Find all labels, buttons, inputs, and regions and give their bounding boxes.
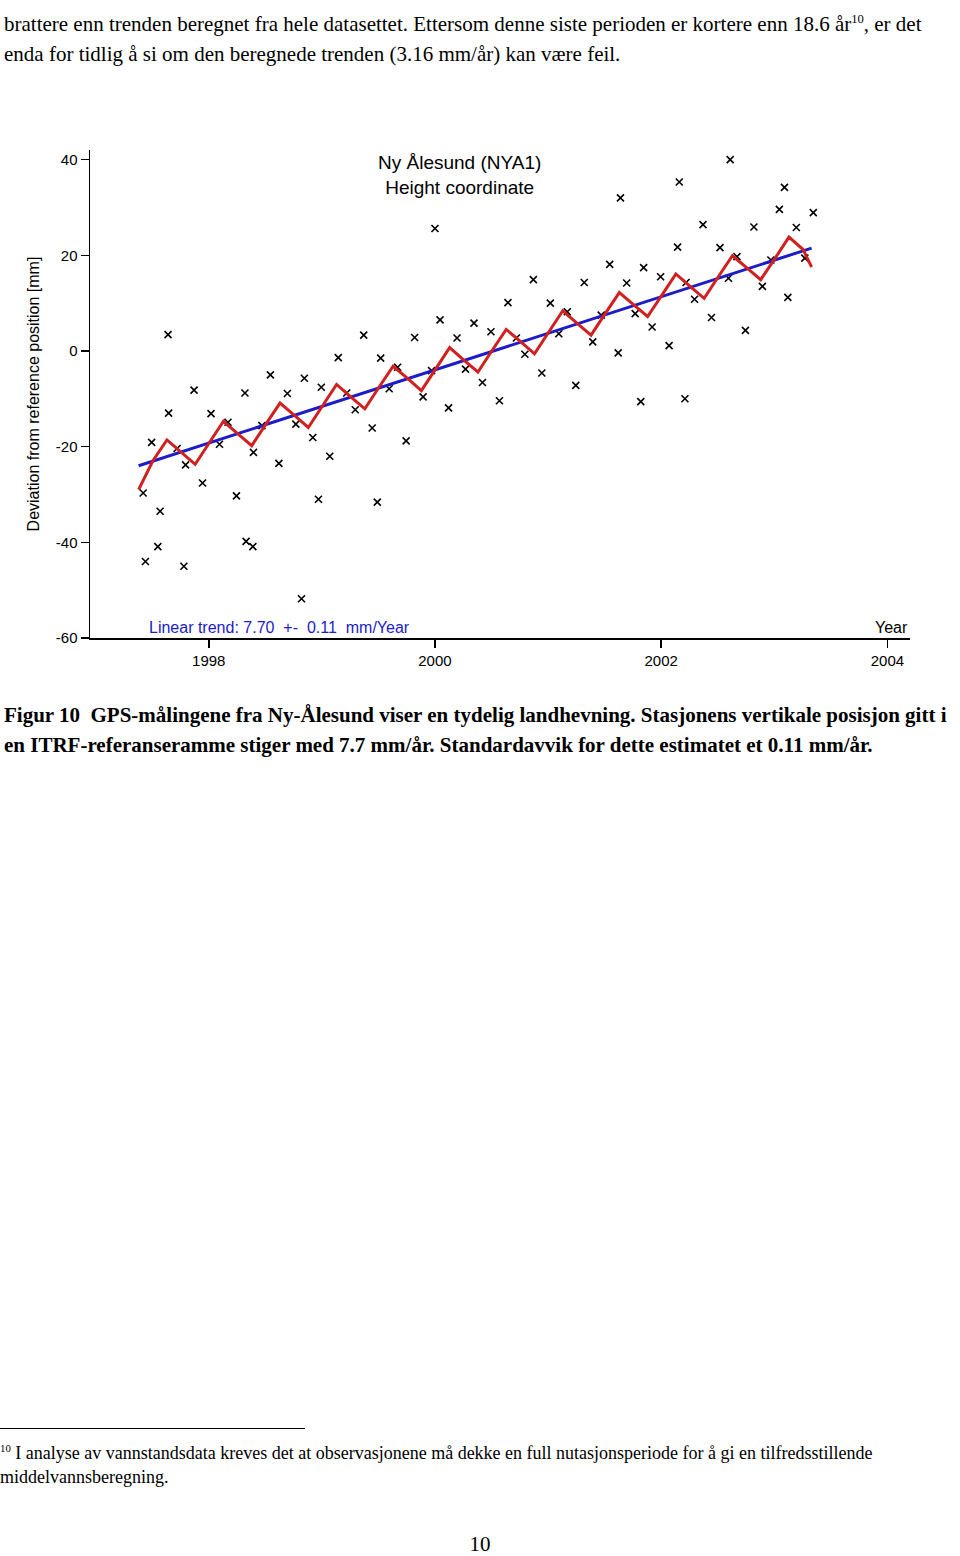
html-text:Figur 10 GPS-målingene fra Ny-: Figur 10 GPS-målingene fra Ny-Ålesund vi… bbox=[4, 703, 947, 757]
svg-text:-20: -20 bbox=[56, 438, 78, 455]
svg-text:Ny Ålesund (NYA1)Height coordi: Ny Ålesund (NYA1)Height coordinate bbox=[378, 152, 541, 198]
svg-text:Linear trend: 7.70 +- 0.11: Linear trend: 7.70 +- 0.11 mm/Year bbox=[149, 619, 410, 636]
svg-text:2000: 2000 bbox=[418, 652, 451, 669]
svg-text:2002: 2002 bbox=[644, 652, 677, 669]
html-text:10I analyse av vannstandsdata: 10I analyse av vannstandsdata kreves det… bbox=[0, 1442, 873, 1487]
html-text:10: 10 bbox=[469, 1532, 491, 1556]
svg-text:-60: -60 bbox=[56, 629, 78, 646]
html-text:brattere enn trenden beregnet: brattere enn trenden beregnet fra hele d… bbox=[4, 12, 922, 66]
svg-text:20: 20 bbox=[61, 247, 78, 264]
svg-text:Year: Year bbox=[875, 619, 908, 636]
svg-text:Deviation from reference posit: Deviation from reference position [mm] bbox=[25, 257, 42, 532]
svg-text:40: 40 bbox=[61, 151, 78, 168]
svg-text:-40: -40 bbox=[56, 534, 78, 551]
svg-text:2004: 2004 bbox=[871, 652, 904, 669]
svg-text:1998: 1998 bbox=[192, 652, 225, 669]
svg-text:0: 0 bbox=[69, 342, 77, 359]
